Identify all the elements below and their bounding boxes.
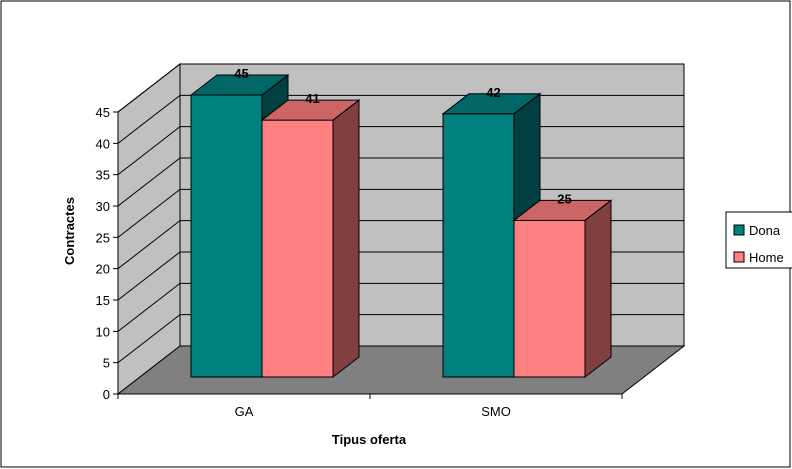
gridline-side [117,220,181,270]
bar-top [260,99,361,121]
legend-label-dona: Dona [749,223,781,238]
bar-top [512,199,613,221]
y-tick-label: 15 [96,293,110,308]
bar-top [441,93,542,115]
data-label: 25 [557,191,571,206]
legend-swatch-home [733,251,745,263]
y-tick-label: 35 [96,168,110,183]
legend-label-home: Home [749,250,784,265]
gridline-side [117,126,181,176]
y-axis-title: Contractes [62,197,77,265]
x-tick-label: GA [235,404,254,419]
bars [189,73,613,379]
data-labels: 45 41 42 25 [234,66,571,206]
y-tick-label: 0 [103,387,110,402]
data-label: 42 [486,85,500,100]
bar-side [332,99,360,379]
data-label: 45 [234,66,248,81]
bar-side [584,199,612,379]
x-axis-title: Tipus oferta [332,432,407,447]
y-tick-label: 20 [96,262,110,277]
gridline-side [117,188,181,238]
bar-front [261,119,334,378]
gridline-side [117,314,181,364]
y-tick-label: 40 [96,136,110,151]
legend-swatch-dona [733,224,745,236]
gridline-side [117,63,181,113]
bar-front [513,219,586,378]
gridline-side [117,251,181,301]
data-label: 41 [305,91,319,106]
bar-front [442,113,515,378]
bar-front [190,94,263,378]
gridline-side [117,157,181,207]
gridline-side [117,282,181,332]
y-tick-label: 45 [96,105,110,120]
x-tick-label: SMO [481,404,511,419]
gridline-side [117,94,181,144]
bar-top [189,74,290,96]
x-axis: GA SMO [117,393,623,419]
legend: Dona Home [725,211,792,269]
y-tick-label: 25 [96,230,110,245]
side-wall [117,62,181,396]
y-axis: 0 5 10 15 20 25 30 35 40 45 [96,105,119,402]
y-tick-label: 10 [96,324,110,339]
y-tick-label: 30 [96,199,110,214]
y-tick-label: 5 [103,356,110,371]
